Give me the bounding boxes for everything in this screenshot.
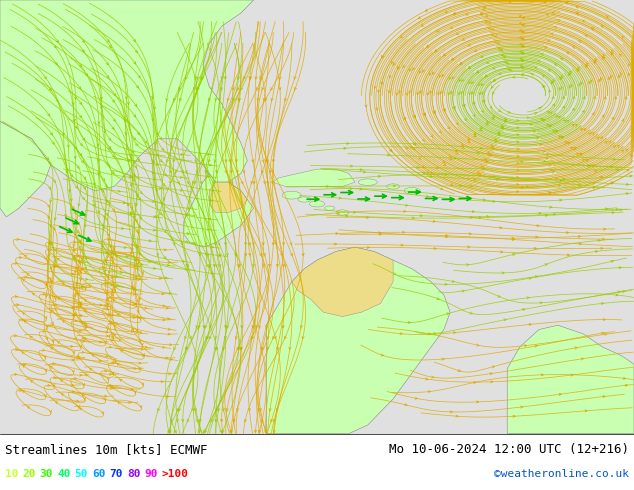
Ellipse shape xyxy=(309,201,325,207)
Text: >100: >100 xyxy=(162,469,188,479)
Text: 90: 90 xyxy=(144,469,158,479)
Text: ©weatheronline.co.uk: ©weatheronline.co.uk xyxy=(494,469,629,479)
Polygon shape xyxy=(209,182,247,213)
Text: 50: 50 xyxy=(75,469,88,479)
Polygon shape xyxy=(266,247,450,434)
Ellipse shape xyxy=(282,191,301,199)
Text: 60: 60 xyxy=(92,469,105,479)
Ellipse shape xyxy=(325,206,335,210)
Polygon shape xyxy=(273,169,355,187)
Polygon shape xyxy=(0,122,51,217)
Text: Mo 10-06-2024 12:00 UTC (12+216): Mo 10-06-2024 12:00 UTC (12+216) xyxy=(389,443,629,456)
Text: 70: 70 xyxy=(110,469,123,479)
Text: 80: 80 xyxy=(127,469,140,479)
Ellipse shape xyxy=(404,188,420,194)
Polygon shape xyxy=(507,325,634,434)
Text: 10: 10 xyxy=(5,469,18,479)
Ellipse shape xyxy=(298,197,311,202)
Text: Streamlines 10m [kts] ECMWF: Streamlines 10m [kts] ECMWF xyxy=(5,443,207,456)
Ellipse shape xyxy=(358,179,377,185)
Polygon shape xyxy=(0,0,254,191)
Text: 20: 20 xyxy=(22,469,36,479)
Polygon shape xyxy=(292,247,393,317)
Ellipse shape xyxy=(336,210,349,215)
Polygon shape xyxy=(184,173,254,247)
Ellipse shape xyxy=(387,184,399,189)
Text: 40: 40 xyxy=(57,469,71,479)
Text: 30: 30 xyxy=(40,469,53,479)
